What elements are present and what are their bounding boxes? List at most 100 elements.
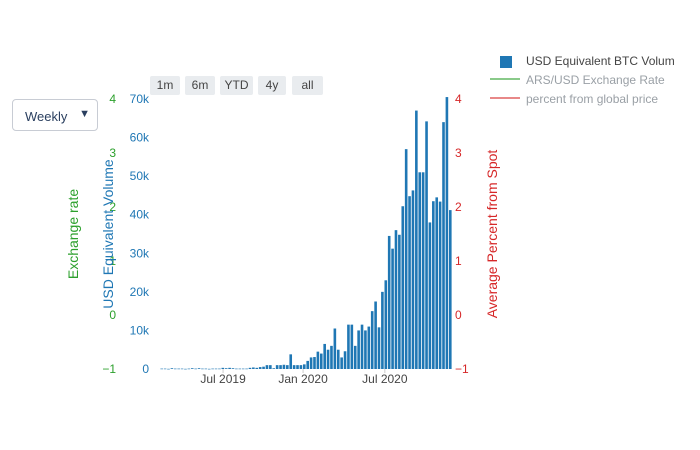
volume-bar xyxy=(336,349,340,369)
volume-bar xyxy=(184,368,187,370)
volume-bar xyxy=(432,201,435,369)
volume-bar xyxy=(384,280,388,369)
legend-swatch-square-icon xyxy=(500,56,512,68)
volume-bar xyxy=(160,368,163,370)
x-tick-label: Jul 2020 xyxy=(362,372,408,386)
dropdown-value: Weekly xyxy=(25,109,68,124)
volume-bar xyxy=(370,311,374,369)
volume-bar xyxy=(187,368,191,370)
legend-swatch-line-icon xyxy=(490,78,520,80)
volume-bar xyxy=(177,368,180,370)
range-button-1m[interactable]: 1m xyxy=(150,76,180,95)
volume-bar xyxy=(333,328,337,369)
volume-bar xyxy=(387,235,391,369)
legend-swatch-line-icon xyxy=(490,97,520,99)
volume-bar xyxy=(330,345,333,369)
y-tick-label-volume: 60k xyxy=(130,131,150,145)
chevron-down-icon: ▼ xyxy=(79,108,90,120)
range-button-all[interactable]: all xyxy=(292,76,323,95)
volume-bar xyxy=(449,210,452,369)
volume-bar xyxy=(442,122,445,369)
volume-bar xyxy=(221,367,225,369)
volume-bar xyxy=(258,367,262,369)
legend-label: USD Equivalent BTC Volum xyxy=(526,54,675,68)
y-tick-label-volume: 10k xyxy=(130,323,150,337)
volume-bar xyxy=(190,368,194,369)
x-tick-label: Jul 2019 xyxy=(200,372,246,386)
volume-bar xyxy=(204,368,208,370)
volume-bar xyxy=(228,367,231,369)
volume-bar xyxy=(180,368,184,370)
volume-bar xyxy=(286,365,289,369)
volume-bar xyxy=(411,190,415,369)
volume-bar xyxy=(357,330,360,369)
volume-bar xyxy=(313,357,316,369)
volume-bar xyxy=(340,357,343,369)
volume-bar xyxy=(224,368,228,369)
volume-bar xyxy=(364,330,367,369)
volume-bar xyxy=(316,351,320,369)
volume-bar xyxy=(289,354,293,369)
y-axis-title-volume: USD Equivalent Volume xyxy=(100,159,116,309)
volume-bar xyxy=(292,365,296,369)
volume-bar xyxy=(194,368,197,370)
volume-bar xyxy=(303,364,306,369)
volume-bar xyxy=(367,326,371,369)
y-tick-label-volume: 70k xyxy=(130,92,150,106)
volume-bar xyxy=(201,368,204,370)
frequency-dropdown[interactable]: Weekly ▼ xyxy=(12,99,98,131)
volume-bar xyxy=(377,327,381,369)
volume-bar xyxy=(428,222,432,369)
y-tick-label-percent: 0 xyxy=(455,308,462,322)
y-tick-label-exchange: 4 xyxy=(109,92,116,106)
y-axis-title-exchange: Exchange rate xyxy=(65,189,81,279)
range-button-6m[interactable]: 6m xyxy=(185,76,215,95)
volume-bar xyxy=(255,367,259,369)
y-tick-label-exchange: 2 xyxy=(109,200,116,214)
volume-bar xyxy=(299,365,303,369)
y-tick-label-percent: 1 xyxy=(455,254,462,268)
volume-bar xyxy=(418,172,422,369)
volume-bar xyxy=(415,110,418,369)
y-tick-label-volume: 40k xyxy=(130,208,150,222)
volume-bar xyxy=(245,368,248,370)
volume-bar xyxy=(173,368,177,370)
volume-bar xyxy=(197,368,201,369)
y-tick-label-exchange: −1 xyxy=(102,362,116,376)
volume-bar xyxy=(347,324,350,369)
volume-bar xyxy=(248,367,252,369)
volume-bar xyxy=(425,121,428,370)
y-tick-label-exchange: 3 xyxy=(109,146,116,160)
volume-bar xyxy=(218,368,221,370)
volume-bar xyxy=(323,343,326,369)
range-button-4y[interactable]: 4y xyxy=(258,76,286,95)
y-tick-label-volume: 50k xyxy=(130,169,150,183)
volume-bar xyxy=(360,324,364,369)
volume-bar xyxy=(207,368,211,370)
y-tick-label-exchange: 1 xyxy=(109,254,116,268)
volume-bar xyxy=(163,368,167,370)
volume-bar xyxy=(435,197,439,369)
range-button-ytd[interactable]: YTD xyxy=(220,76,253,95)
y-tick-label-percent: 3 xyxy=(455,146,462,160)
volume-bar xyxy=(401,206,405,369)
volume-bar xyxy=(282,364,286,369)
y-tick-label-percent: −1 xyxy=(455,362,469,376)
volume-bar xyxy=(408,196,411,369)
y-tick-label-volume: 30k xyxy=(130,246,150,260)
volume-bar xyxy=(296,365,299,369)
volume-bar xyxy=(214,368,218,370)
legend-label: ARS/USD Exchange Rate xyxy=(526,73,665,87)
volume-bar xyxy=(167,368,170,370)
volume-bar xyxy=(404,149,408,369)
volume-bar xyxy=(238,368,242,370)
volume-bar xyxy=(394,230,398,369)
y-axis-title-percent: Average Percent from Spot xyxy=(484,150,500,319)
volume-bar xyxy=(269,365,272,369)
y-tick-label-exchange: 0 xyxy=(109,308,116,322)
y-tick-label-percent: 4 xyxy=(455,92,462,106)
volume-bar xyxy=(252,367,255,369)
volume-bar xyxy=(272,368,276,369)
volume-bar xyxy=(309,357,313,369)
volume-bar xyxy=(438,201,442,369)
